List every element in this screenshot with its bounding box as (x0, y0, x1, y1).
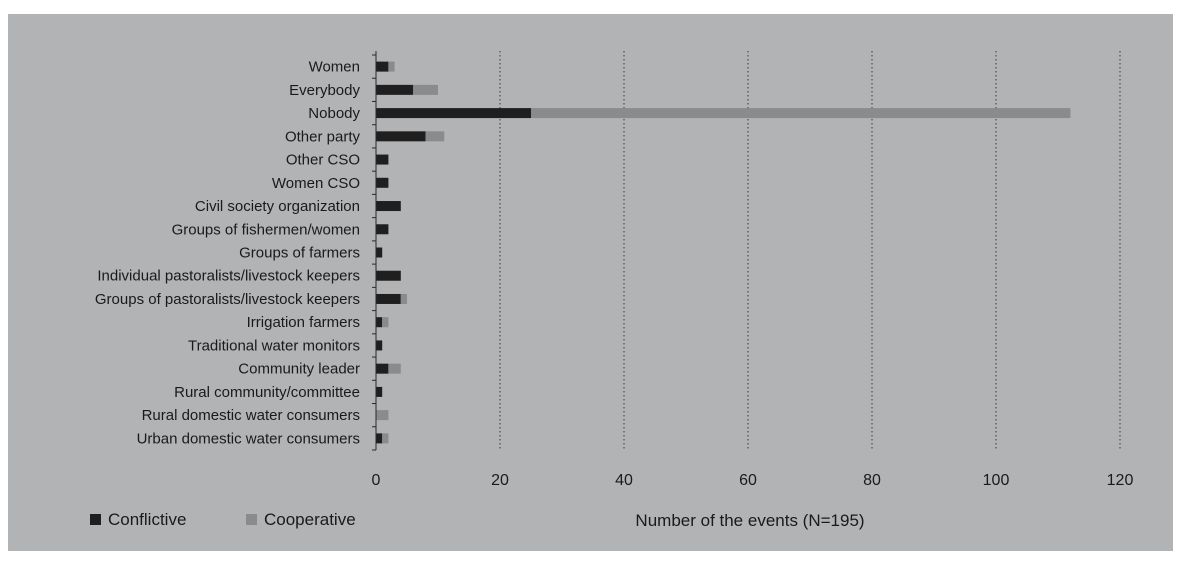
category-label: Individual pastoralists/livestock keeper… (97, 268, 360, 285)
category-label: Groups of pastoralists/livestock keepers (95, 291, 360, 308)
bar-conflictive (376, 317, 383, 328)
category-label: Community leader (238, 361, 360, 378)
x-axis-title: Number of the events (N=195) (635, 511, 864, 530)
category-label: Women CSO (272, 175, 360, 192)
x-tick-labels: 0 20 40 60 80 100 120 (372, 472, 1134, 489)
bar-cooperative (531, 108, 1071, 119)
category-label: Groups of farmers (239, 245, 360, 262)
legend-swatch (90, 514, 101, 525)
category-label: Irrigation farmers (247, 314, 360, 331)
x-tick-label: 80 (863, 472, 881, 489)
bar-conflictive (376, 247, 383, 258)
bar-chart: Women Everybody Nobody Other party Other CSO… (90, 51, 1134, 530)
bar-cooperative (376, 410, 389, 421)
chart-panel: Women Everybody Nobody Other party Other CSO… (8, 14, 1173, 551)
bars (376, 61, 1071, 444)
gridlines (499, 51, 1121, 450)
y-axis (372, 51, 377, 451)
category-label: Groups of fishermen/women (172, 221, 360, 238)
bar-cooperative (413, 84, 438, 95)
bar-cooperative (400, 293, 407, 304)
bar-conflictive (376, 201, 401, 212)
category-label: Rural community/committee (174, 384, 360, 401)
bar-cooperative (382, 433, 389, 444)
bar-conflictive (376, 363, 389, 374)
x-tick-label: 0 (372, 472, 381, 489)
category-label: Civil society organization (195, 198, 360, 215)
bar-conflictive (376, 340, 383, 351)
legend-label: Conflictive (108, 510, 186, 529)
bar-conflictive (376, 84, 414, 95)
bar-conflictive (376, 293, 401, 304)
bar-conflictive (376, 61, 389, 72)
category-label: Urban domestic water consumers (137, 430, 360, 447)
bar-conflictive (376, 177, 389, 188)
x-tick-label: 20 (491, 472, 509, 489)
category-labels: Women Everybody Nobody Other party Other CSO… (95, 59, 361, 448)
bar-conflictive (376, 154, 389, 165)
bar-cooperative (382, 317, 389, 328)
bar-conflictive (376, 224, 389, 235)
bar-conflictive (376, 108, 531, 119)
bar-conflictive (376, 433, 383, 444)
category-label: Women (309, 59, 360, 76)
x-tick-label: 60 (739, 472, 757, 489)
bar-conflictive (376, 386, 383, 397)
bar-cooperative (388, 363, 401, 374)
legend-label: Cooperative (264, 510, 356, 529)
x-tick-label: 100 (983, 472, 1010, 489)
category-label: Rural domestic water consumers (142, 407, 360, 424)
legend-swatch (246, 514, 257, 525)
bar-cooperative (388, 61, 395, 72)
legend: Conflictive Cooperative (90, 510, 356, 529)
bar-conflictive (376, 270, 401, 281)
bar-cooperative (425, 131, 445, 142)
category-label: Nobody (308, 105, 360, 122)
category-label: Other CSO (286, 152, 360, 169)
x-tick-label: 40 (615, 472, 633, 489)
x-tick-label: 120 (1107, 472, 1134, 489)
bar-conflictive (376, 131, 426, 142)
category-label: Other party (285, 128, 361, 145)
category-label: Everybody (289, 82, 360, 99)
category-label: Traditional water monitors (188, 337, 360, 354)
